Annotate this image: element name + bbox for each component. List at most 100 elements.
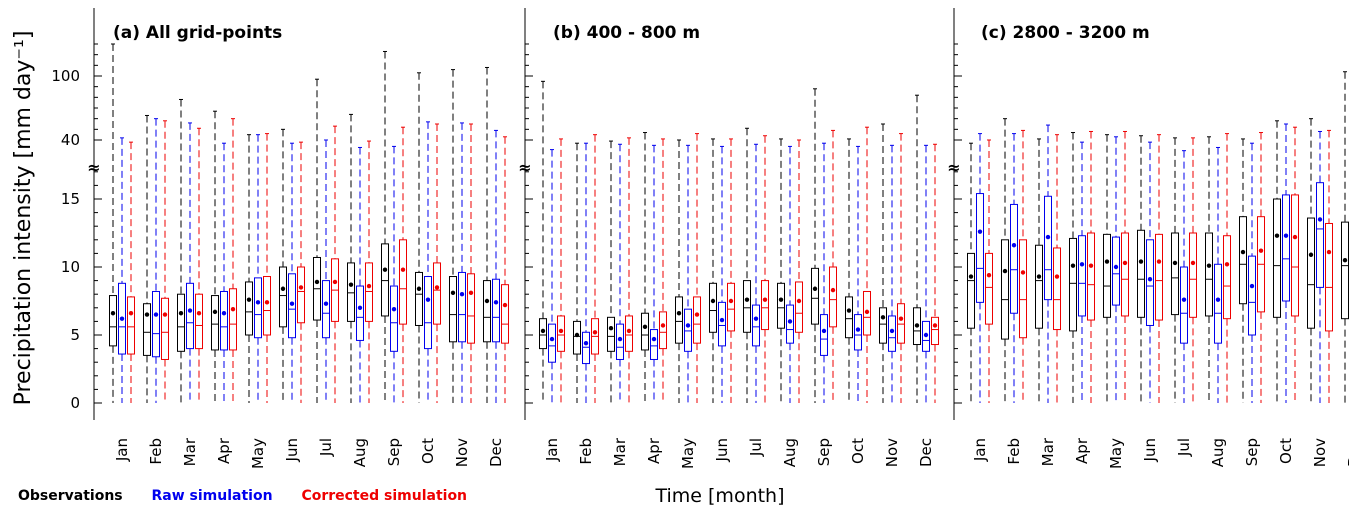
x-tick-label: Mar <box>1039 437 1057 466</box>
mean-marker <box>1342 258 1348 263</box>
iqr-box <box>684 308 692 352</box>
iqr-box <box>625 315 633 352</box>
mean-marker <box>1002 268 1008 274</box>
mean-marker <box>382 267 388 272</box>
mean-marker <box>914 323 920 328</box>
y-tick-label: 100 <box>51 67 80 85</box>
iqr-box <box>879 307 887 344</box>
mean-marker <box>830 287 836 293</box>
mean-marker <box>178 311 184 316</box>
mean-marker <box>1122 260 1128 266</box>
iqr-box <box>220 290 228 351</box>
y-tick-label: 15 <box>61 190 80 208</box>
mean-marker <box>977 229 983 234</box>
iqr-box <box>483 280 491 343</box>
axis-break-mark: ≈ <box>947 158 960 177</box>
x-axis-title: Time [month] <box>654 485 784 507</box>
iqr-box <box>743 280 751 333</box>
iqr-box <box>985 252 993 325</box>
iqr-box <box>1273 198 1281 318</box>
iqr-box <box>263 276 271 336</box>
iqr-box <box>967 252 975 329</box>
iqr-box <box>854 314 862 351</box>
mean-marker <box>796 298 802 304</box>
x-tick-label: Sep <box>385 438 403 466</box>
mean-marker <box>728 298 734 304</box>
x-tick-label: Sep <box>1243 438 1261 466</box>
legend-raw-simulation: Raw simulation <box>151 488 273 504</box>
mean-marker <box>685 323 691 328</box>
iqr-box <box>1078 235 1086 317</box>
mean-marker <box>1206 263 1212 268</box>
mean-marker <box>1147 277 1153 282</box>
mean-marker <box>923 332 929 338</box>
mean-marker <box>1240 249 1246 255</box>
mean-marker <box>1172 260 1178 266</box>
iqr-box <box>254 277 262 339</box>
iqr-box <box>467 273 475 344</box>
iqr-box <box>1239 216 1247 305</box>
mean-marker <box>357 305 363 310</box>
iqr-box <box>557 315 565 352</box>
mean-marker <box>1113 264 1119 270</box>
x-tick-label: Mar <box>611 437 629 466</box>
mean-marker <box>540 328 546 334</box>
x-tick-label: Aug <box>781 438 799 467</box>
iqr-box <box>365 262 373 322</box>
iqr-box <box>607 316 615 352</box>
mean-marker <box>710 298 716 304</box>
x-tick-label: Jan <box>971 438 989 462</box>
mean-marker <box>314 279 320 285</box>
mean-marker <box>484 298 490 304</box>
legend: Observations Raw simulation Corrected si… <box>18 488 491 504</box>
iqr-box <box>1019 239 1027 339</box>
iqr-box <box>1325 222 1333 332</box>
iqr-box <box>1291 194 1299 317</box>
mean-marker <box>1088 263 1094 268</box>
iqr-box <box>539 318 547 350</box>
iqr-box <box>641 312 649 351</box>
mean-marker <box>1011 243 1017 248</box>
mean-marker <box>778 297 784 302</box>
mean-marker <box>391 306 397 312</box>
mean-marker <box>744 297 750 302</box>
iqr-box <box>709 282 717 333</box>
mean-marker <box>889 328 895 334</box>
mean-marker <box>1258 248 1264 253</box>
iqr-box <box>897 303 905 344</box>
mean-marker <box>549 336 555 342</box>
iqr-box <box>1316 182 1324 288</box>
mean-marker <box>221 311 227 316</box>
iqr-box <box>976 193 984 303</box>
iqr-box <box>1282 194 1290 302</box>
iqr-box <box>693 296 701 344</box>
iqr-box <box>356 285 364 341</box>
mean-marker <box>298 285 304 290</box>
mean-marker <box>1045 234 1051 240</box>
iqr-box <box>786 304 794 344</box>
mean-marker <box>932 323 938 328</box>
iqr-box <box>186 282 194 350</box>
mean-marker <box>289 301 295 306</box>
x-tick-label: Nov <box>453 438 471 467</box>
mean-marker <box>128 311 134 316</box>
iqr-box <box>931 316 939 346</box>
x-tick-label: Mar <box>181 437 199 466</box>
mean-marker <box>493 300 499 305</box>
x-tick-label: Dec <box>917 438 935 467</box>
x-tick-label: Dec <box>487 438 505 467</box>
iqr-box <box>322 280 330 339</box>
iqr-box <box>675 296 683 344</box>
mean-marker <box>1036 274 1042 279</box>
x-tick-label: Feb <box>577 438 595 465</box>
x-tick-label: Jun <box>283 438 301 462</box>
x-tick-label: Feb <box>147 438 165 465</box>
iqr-box <box>245 281 253 336</box>
mean-marker <box>986 272 992 278</box>
axis-break-mark: ≈ <box>87 158 100 177</box>
iqr-box <box>1189 232 1197 318</box>
mean-marker <box>812 286 818 291</box>
iqr-box <box>1121 232 1129 317</box>
iqr-box <box>845 296 853 339</box>
iqr-box <box>118 282 126 355</box>
